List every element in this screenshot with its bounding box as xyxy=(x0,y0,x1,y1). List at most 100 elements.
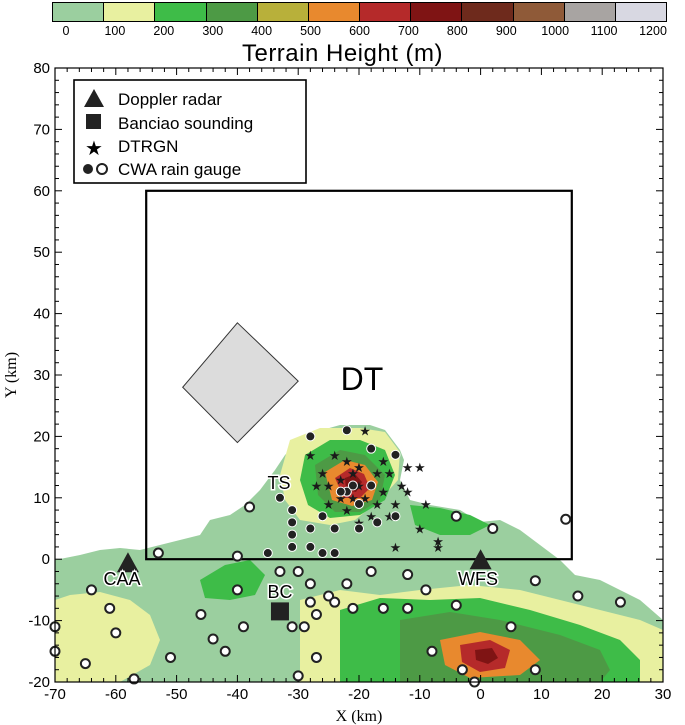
rain-gauge-filled xyxy=(341,425,352,436)
green-terrain-west xyxy=(200,560,265,600)
x-tick-label: -50 xyxy=(166,686,188,703)
rain-gauge-open xyxy=(244,501,256,513)
dtrgn-star: ★ xyxy=(432,541,444,556)
x-tick-label: -60 xyxy=(105,686,127,703)
dtrgn-star: ★ xyxy=(335,473,347,488)
rain-gauge-open xyxy=(329,596,341,608)
dtrgn-star: ★ xyxy=(371,498,383,513)
x-axis-label: X (km) xyxy=(336,708,383,725)
dtrgn-star: ★ xyxy=(323,480,335,495)
rain-gauge-open xyxy=(450,510,462,522)
rain-gauge-open xyxy=(560,513,572,525)
rain-gauge-filled xyxy=(287,505,298,516)
rain-gauge-filled xyxy=(347,480,358,491)
rain-gauge-open xyxy=(450,599,462,611)
dtrgn-star: ★ xyxy=(384,467,396,482)
rain-gauge-filled xyxy=(354,498,364,509)
dtrgn-star: ★ xyxy=(414,523,426,538)
colorbar-tick-label: 600 xyxy=(349,24,370,38)
rain-gauge-filled xyxy=(366,480,377,491)
rain-gauge-open xyxy=(614,596,626,608)
colorbar-tick-label: 800 xyxy=(446,24,468,38)
radar-label-caa: CAA xyxy=(103,569,140,589)
x-tick-label: 30 xyxy=(655,686,672,703)
dtrgn-star: ★ xyxy=(377,486,389,501)
x-tick-label: -20 xyxy=(348,686,370,703)
colorbar-tick-label: 900 xyxy=(495,24,517,38)
colorbar-tick-label: 1200 xyxy=(639,24,667,38)
rain-gauges xyxy=(49,425,626,688)
colorbar-tick-label: 400 xyxy=(251,24,273,38)
rain-gauge-open xyxy=(219,645,231,657)
colorbar-tick-label: 1000 xyxy=(541,24,570,38)
dtrgn-star: ★ xyxy=(341,455,353,470)
filled-circle-icon xyxy=(83,164,93,174)
dtrgn-star: ★ xyxy=(347,492,359,507)
y-tick-labels: 80 70 60 50 40 30 20 10 0 -10 -20 xyxy=(28,60,50,691)
star-icon: ★ xyxy=(85,138,103,160)
mountain-terrain-summit-south xyxy=(475,648,498,664)
grey-diamond-region xyxy=(182,322,299,444)
colorbar-tick-label: 300 xyxy=(202,24,224,38)
rain-gauge-filled xyxy=(262,548,273,559)
dtrgn-star: ★ xyxy=(365,510,377,525)
dtrgn-star: ★ xyxy=(347,467,359,482)
terrain-colorbar xyxy=(52,2,667,22)
rain-gauge-open xyxy=(505,621,517,633)
dtrgn-star: ★ xyxy=(317,467,329,482)
colorbar-swatch xyxy=(155,3,207,21)
colorbar-swatch xyxy=(564,3,616,21)
x-tick-label: 10 xyxy=(533,686,550,703)
dtrgn-star: ★ xyxy=(377,455,389,470)
rain-gauge-filled xyxy=(329,523,340,534)
rain-gauge-open xyxy=(529,664,541,676)
x-tick-label: -30 xyxy=(287,686,309,703)
mountain-label: TS xyxy=(267,473,290,493)
rain-gauge-open xyxy=(195,608,207,620)
colorbar-tick-label: 0 xyxy=(62,24,70,38)
rain-gauge-open xyxy=(365,565,377,577)
rain-gauge-filled xyxy=(329,548,340,559)
y-tick-label: 60 xyxy=(33,183,50,200)
x-tick-label: -40 xyxy=(227,686,249,703)
rain-gauge-open xyxy=(104,602,116,614)
domain-label: DT xyxy=(341,361,384,397)
rain-gauge-open xyxy=(298,621,310,633)
dtrgn-star: ★ xyxy=(390,541,402,556)
dtrgn-star: ★ xyxy=(390,498,402,513)
colorbar-swatch xyxy=(615,3,667,21)
rain-gauge-open xyxy=(572,590,584,602)
colorbar-tick-label: 100 xyxy=(104,24,126,38)
colorbar-swatch xyxy=(53,3,105,21)
rain-gauge-filled xyxy=(287,529,298,540)
colorbar-tick-label: 500 xyxy=(300,24,322,38)
colorbar-tick-label: 1100 xyxy=(590,24,618,38)
rain-gauge-open xyxy=(341,578,353,590)
colorbar-tick-label: 200 xyxy=(153,24,175,38)
rain-gauge-open xyxy=(487,523,499,534)
rain-gauge-open xyxy=(237,621,249,633)
rain-gauge-open xyxy=(231,550,243,562)
dtrgn-star: ★ xyxy=(323,498,335,513)
rain-gauge-open xyxy=(304,596,316,608)
y-tick-label: 80 xyxy=(33,60,50,77)
x-tick-label: 0 xyxy=(476,686,484,703)
dtrgn-star: ★ xyxy=(353,480,365,495)
domain-rect xyxy=(145,189,573,561)
rain-gauge-filled xyxy=(354,523,364,534)
x-tick-labels: -70 -60 -50 -40 -30 -20 -10 0 10 20 30 xyxy=(44,686,671,703)
legend-label-sounding: Banciao sounding xyxy=(118,114,253,133)
dt-domain-box xyxy=(145,189,573,561)
dtrgn-star: ★ xyxy=(359,424,371,439)
radar-label-wfs: WFS xyxy=(458,569,498,589)
dtrgn-star: ★ xyxy=(329,449,341,464)
rain-gauge-open xyxy=(377,602,389,614)
y-axis-label: Y (km) xyxy=(3,352,20,398)
rain-gauge-open xyxy=(292,670,304,682)
dtrgn-star: ★ xyxy=(396,480,408,495)
rain-gauge-open xyxy=(304,578,316,590)
colorbar-swatch xyxy=(462,3,514,21)
rain-gauge-filled xyxy=(366,443,377,454)
rain-gauge-open xyxy=(207,633,219,645)
dtrgn-star: ★ xyxy=(414,461,426,476)
